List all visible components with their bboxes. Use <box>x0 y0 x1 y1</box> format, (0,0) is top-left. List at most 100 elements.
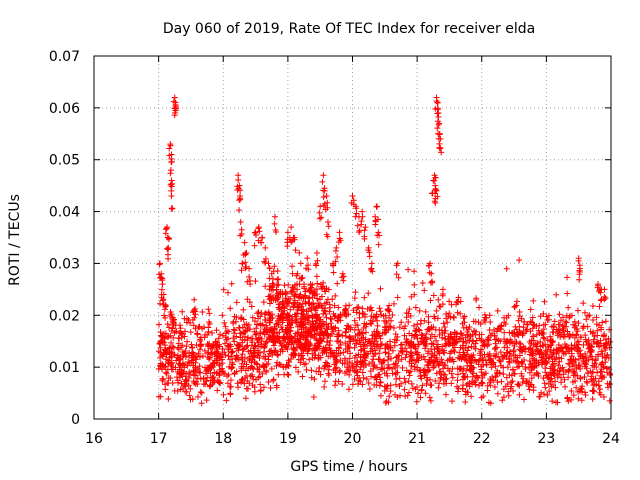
data-point <box>438 327 445 334</box>
data-point <box>426 394 433 401</box>
data-point <box>516 352 523 359</box>
data-point <box>260 363 267 370</box>
data-point <box>306 339 313 346</box>
data-point <box>498 362 505 369</box>
data-point <box>253 321 260 328</box>
data-point <box>361 320 368 327</box>
data-point <box>177 325 184 332</box>
data-point <box>413 327 420 334</box>
data-point <box>357 366 364 373</box>
data-point <box>210 374 217 381</box>
data-point <box>257 381 264 388</box>
data-point <box>595 382 602 389</box>
data-point <box>260 299 267 306</box>
data-point <box>514 298 521 305</box>
data-point <box>481 351 488 358</box>
data-point <box>499 397 506 404</box>
data-point <box>225 371 232 378</box>
data-point <box>192 366 199 373</box>
data-point <box>442 336 449 343</box>
data-point <box>275 275 282 282</box>
data-point <box>227 377 234 384</box>
data-point <box>346 355 353 362</box>
data-point <box>565 398 572 405</box>
data-point <box>408 357 415 364</box>
data-point <box>570 321 577 328</box>
data-point <box>422 308 429 315</box>
data-point <box>540 342 547 349</box>
data-point <box>416 367 423 374</box>
data-point <box>428 270 435 277</box>
data-point <box>288 351 295 358</box>
data-point <box>213 327 220 334</box>
data-point <box>235 384 242 391</box>
data-point <box>168 177 175 184</box>
data-point <box>462 399 469 406</box>
data-point <box>521 318 528 325</box>
data-point <box>431 333 438 340</box>
data-point <box>530 384 537 391</box>
data-point <box>432 174 439 181</box>
data-point <box>575 257 582 264</box>
data-point <box>162 346 169 353</box>
data-point <box>216 379 223 386</box>
data-point <box>266 275 273 282</box>
data-point <box>559 327 566 334</box>
data-point <box>284 229 291 236</box>
data-point <box>504 364 511 371</box>
data-point <box>200 375 207 382</box>
data-point <box>529 333 536 340</box>
data-point <box>166 344 173 351</box>
data-point <box>169 325 176 332</box>
data-point <box>219 346 226 353</box>
data-point <box>581 389 588 396</box>
data-point <box>594 327 601 334</box>
data-point <box>320 307 327 314</box>
data-point <box>411 291 418 298</box>
data-point <box>449 374 456 381</box>
data-point <box>602 295 609 302</box>
data-point <box>531 372 538 379</box>
data-point <box>185 359 192 366</box>
data-point <box>579 353 586 360</box>
data-point <box>257 313 264 320</box>
data-point <box>489 373 496 380</box>
data-point <box>316 339 323 346</box>
data-point <box>541 391 548 398</box>
data-point <box>262 255 269 262</box>
data-point <box>556 368 563 375</box>
data-point <box>459 332 466 339</box>
data-point <box>291 236 298 243</box>
data-point <box>551 372 558 379</box>
data-point <box>284 371 291 378</box>
data-point <box>339 270 346 277</box>
data-point <box>533 359 540 366</box>
data-point <box>296 303 303 310</box>
data-point <box>284 300 291 307</box>
axis-ticks <box>93 55 612 420</box>
data-point <box>172 107 179 114</box>
data-point <box>416 307 423 314</box>
data-point <box>524 321 531 328</box>
data-point <box>600 393 607 400</box>
data-point <box>530 297 537 304</box>
data-point <box>323 231 330 238</box>
data-point <box>190 378 197 385</box>
data-point <box>545 374 552 381</box>
data-point <box>190 308 197 315</box>
data-point <box>294 329 301 336</box>
data-point <box>310 301 317 308</box>
data-point <box>187 320 194 327</box>
data-point <box>526 369 533 376</box>
data-point <box>563 319 570 326</box>
data-point <box>340 349 347 356</box>
data-point <box>596 303 603 310</box>
data-point <box>187 385 194 392</box>
data-point <box>568 387 575 394</box>
data-point <box>265 378 272 385</box>
data-point <box>418 331 425 338</box>
data-point <box>165 236 172 243</box>
data-point <box>359 208 366 215</box>
data-point <box>560 350 567 357</box>
